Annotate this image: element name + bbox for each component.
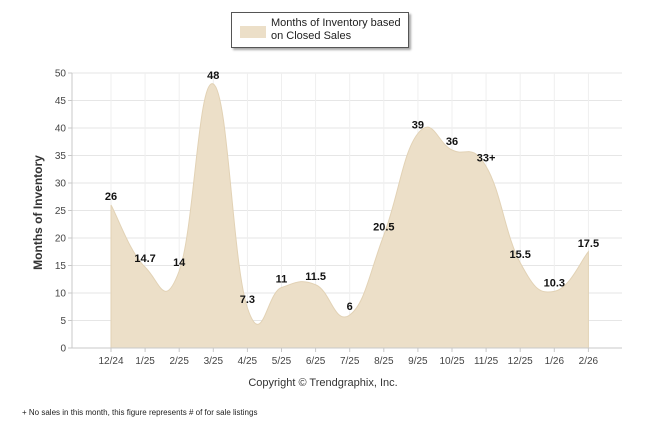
x-tick-label: 12/24 — [98, 356, 123, 367]
data-label: 6 — [347, 301, 353, 313]
data-label: 11 — [276, 274, 288, 286]
y-tick-label: 15 — [55, 261, 67, 272]
x-tick-label: 4/25 — [238, 356, 258, 367]
data-label: 17.5 — [578, 238, 599, 250]
x-tick-label: 12/25 — [508, 356, 533, 367]
x-tick-label: 3/25 — [204, 356, 224, 367]
y-tick-label: 40 — [55, 124, 67, 135]
y-tick-label: 5 — [60, 316, 66, 327]
x-tick-label: 1/25 — [135, 356, 155, 367]
y-tick-label: 20 — [55, 234, 67, 245]
data-label: 48 — [207, 70, 219, 82]
y-tick-label: 35 — [55, 151, 67, 162]
x-tick-label: 2/25 — [169, 356, 189, 367]
data-label: 10.3 — [544, 277, 565, 289]
x-tick-label: 1/26 — [545, 356, 565, 367]
data-label: 20.5 — [373, 221, 394, 233]
area-series — [110, 83, 589, 349]
x-tick-label: 11/25 — [474, 356, 499, 367]
data-label: 15.5 — [509, 249, 530, 261]
legend: Months of Inventory based on Closed Sale… — [231, 12, 409, 48]
y-tick-label: 30 — [55, 179, 67, 190]
x-tick-label: 10/25 — [439, 356, 464, 367]
copyright-text: Copyright © Trendgraphix, Inc. — [248, 377, 398, 389]
y-tick-label: 10 — [55, 289, 67, 300]
data-label: 39 — [412, 120, 424, 132]
legend-swatch — [240, 26, 266, 38]
data-label: 14 — [173, 257, 186, 269]
x-tick-label: 9/25 — [408, 356, 428, 367]
y-tick-label: 50 — [55, 69, 67, 80]
y-tick-label: 25 — [55, 206, 67, 217]
x-tick-label: 2/26 — [579, 356, 599, 367]
data-label: 11.5 — [305, 271, 326, 283]
x-tick-label: 8/25 — [374, 356, 394, 367]
x-tick-label: 6/25 — [306, 356, 326, 367]
data-label: 14.7 — [134, 253, 155, 265]
y-tick-label: 0 — [60, 344, 66, 355]
x-tick-label: 7/25 — [340, 356, 360, 367]
y-tick-label: 45 — [55, 96, 67, 107]
data-label: 33+ — [477, 153, 496, 165]
legend-label: Months of Inventory based on Closed Sale… — [271, 17, 401, 42]
data-label: 26 — [105, 191, 117, 203]
y-axis-label: Months of Inventory — [31, 155, 45, 270]
footnote-text: + No sales in this month, this figure re… — [22, 408, 258, 417]
data-label: 36 — [446, 136, 458, 148]
x-tick-label: 5/25 — [272, 356, 292, 367]
data-label: 7.3 — [240, 294, 255, 306]
